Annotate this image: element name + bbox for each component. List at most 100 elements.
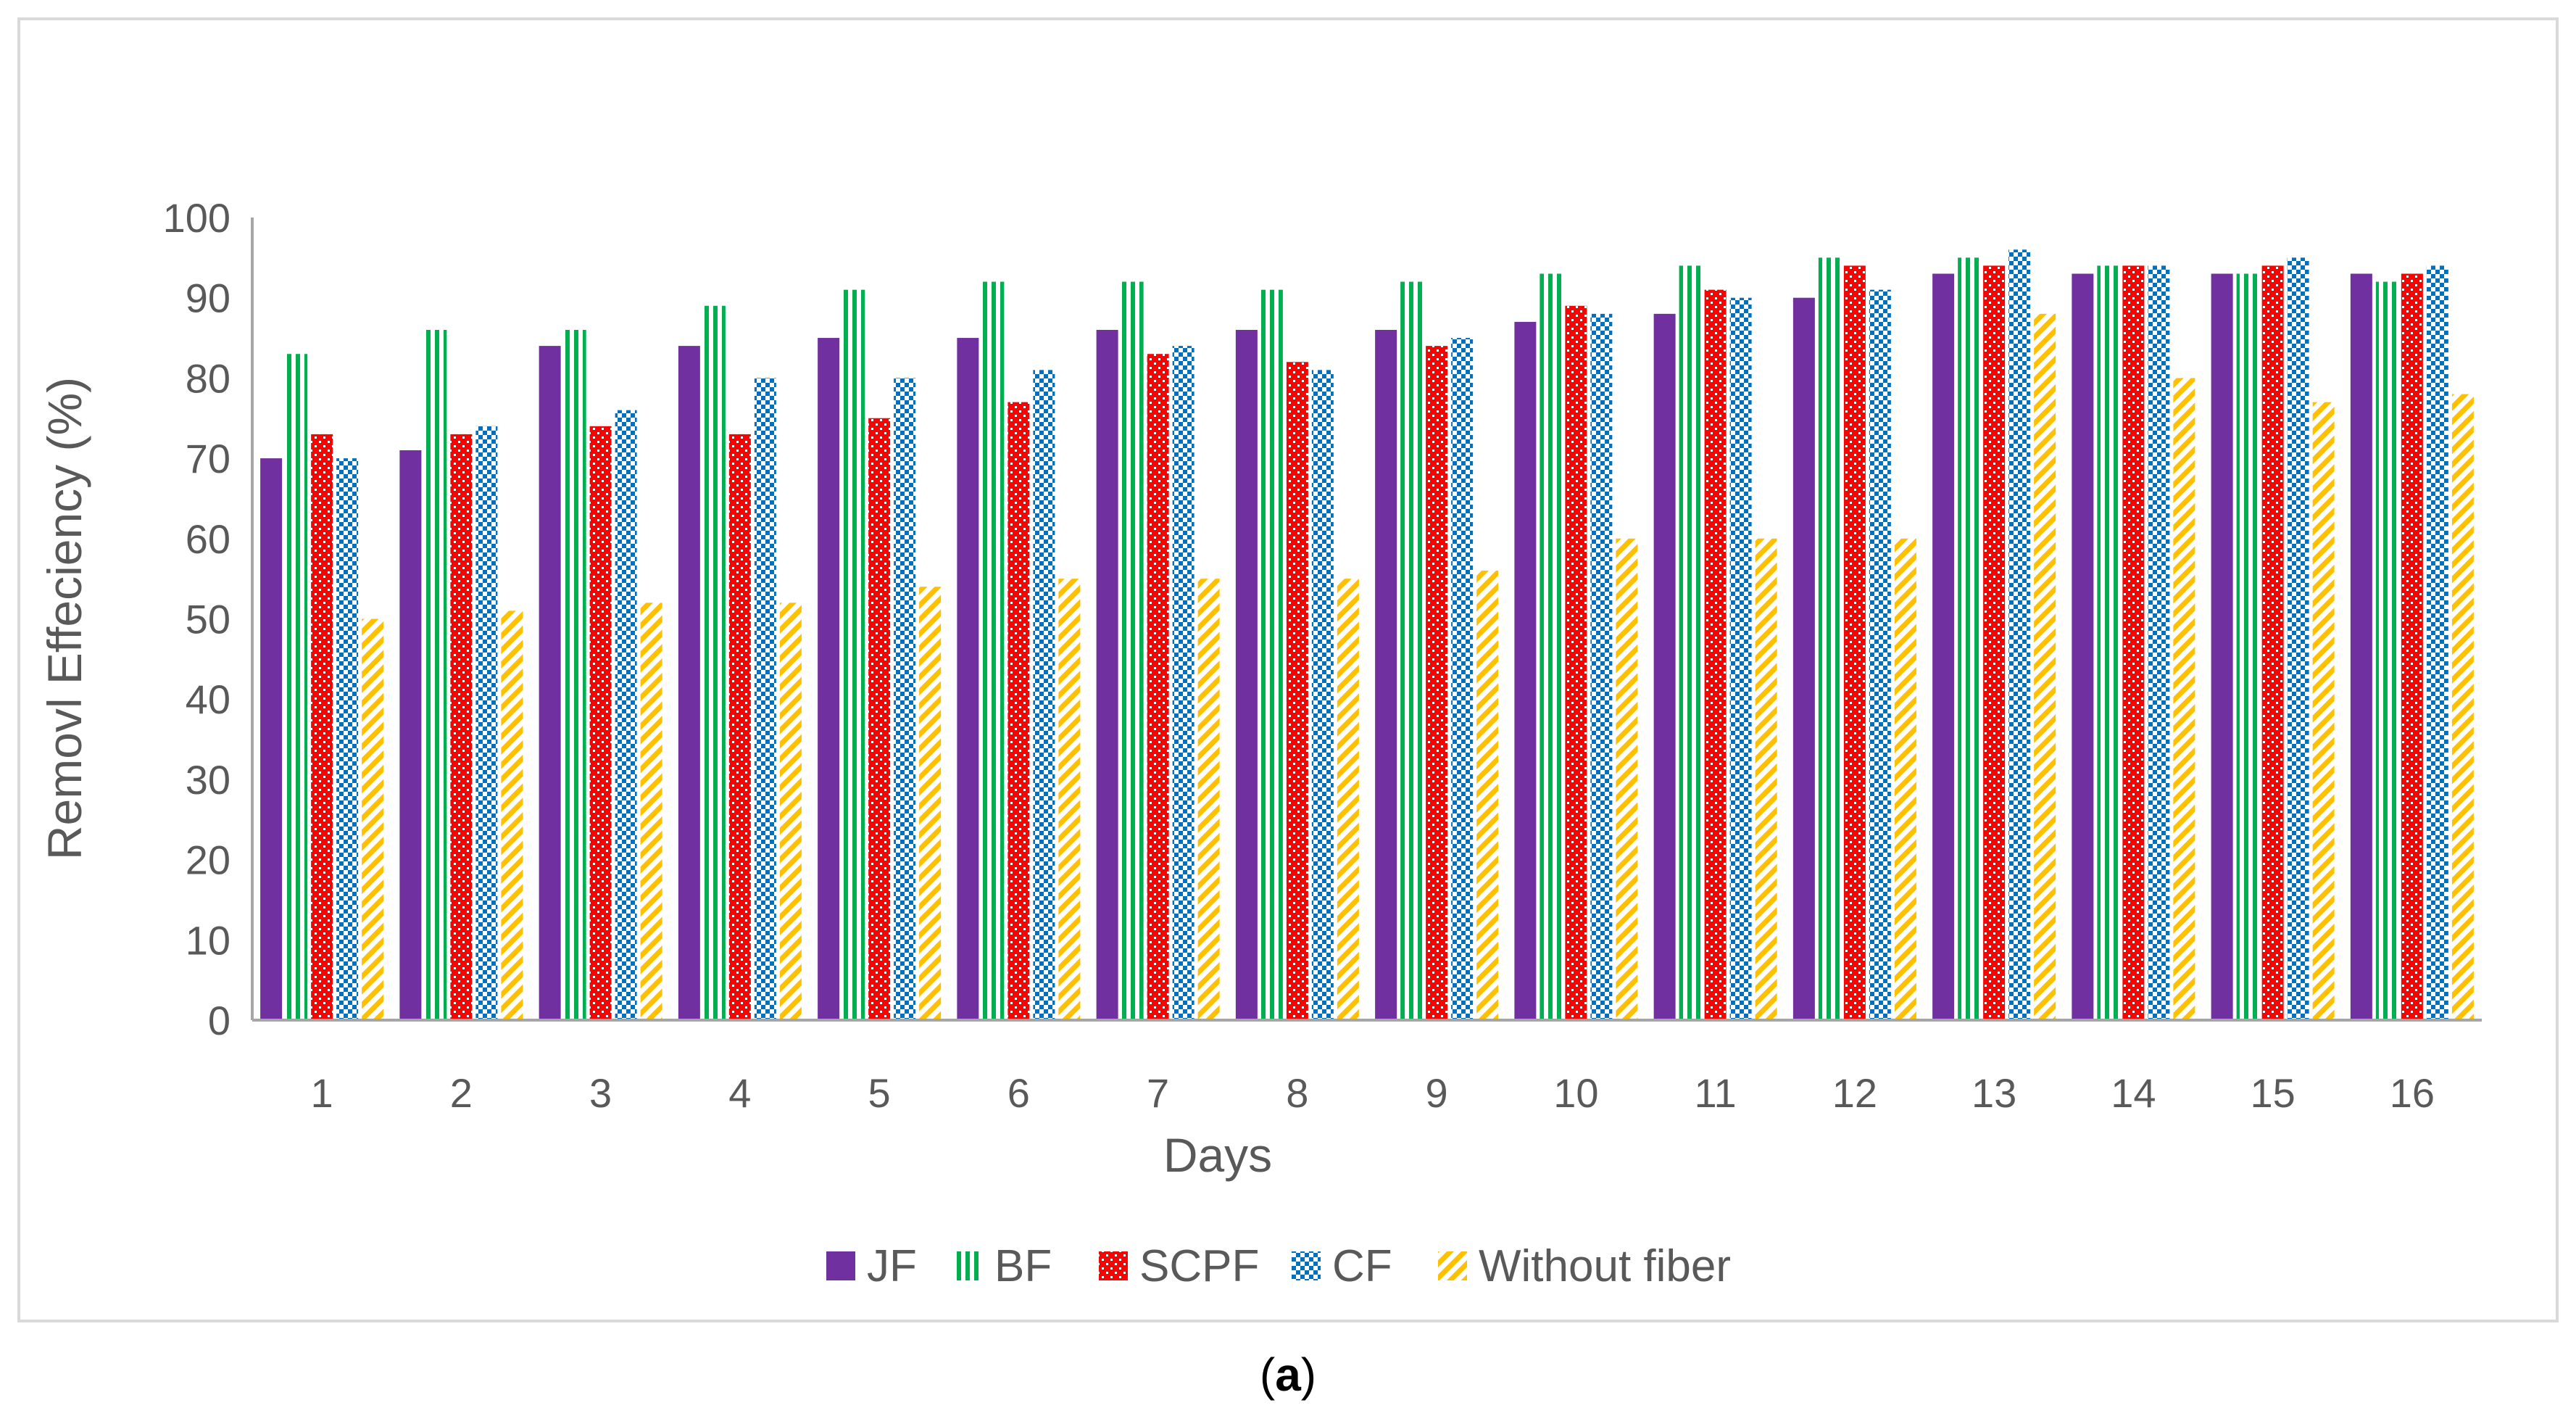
x-tick-label: 11 — [1695, 1070, 1737, 1116]
legend-label: BF — [994, 1241, 1052, 1291]
bar-bf-day-1 — [286, 354, 308, 1020]
legend-item-bf: BF — [954, 1241, 1052, 1291]
bar-scpf-day-2 — [450, 434, 473, 1020]
bar-without-fiber-day-8 — [1337, 579, 1359, 1020]
bar-bf-day-2 — [425, 329, 447, 1021]
legend-label: CF — [1332, 1241, 1392, 1291]
bar-cf-day-12 — [1869, 289, 1891, 1020]
bar-without-fiber-day-15 — [2312, 402, 2335, 1020]
bar-jf-day-4 — [678, 346, 700, 1020]
bar-without-fiber-day-7 — [1197, 579, 1220, 1020]
bar-without-fiber-day-11 — [1755, 538, 1777, 1020]
legend-swatch — [954, 1251, 983, 1280]
bar-jf-day-13 — [1932, 273, 1955, 1020]
legend: JF BF SCPF CF Without fiber — [826, 1241, 1731, 1291]
bar-without-fiber-day-9 — [1476, 571, 1499, 1020]
y-tick-label: 20 — [186, 837, 230, 883]
x-tick-label: 7 — [1147, 1070, 1169, 1116]
bar-cf-day-5 — [894, 378, 916, 1020]
bar-cf-day-8 — [1311, 370, 1334, 1021]
x-tick-label: 5 — [868, 1070, 891, 1116]
x-axis-title: Days — [1163, 1128, 1272, 1182]
bar-bf-day-16 — [2375, 281, 2398, 1020]
x-tick-label: 15 — [2250, 1070, 2295, 1116]
bar-cf-day-4 — [754, 378, 776, 1020]
bar-cf-day-2 — [475, 426, 498, 1020]
bar-jf-day-16 — [2350, 273, 2372, 1020]
bar-jf-day-7 — [1096, 329, 1118, 1021]
bar-scpf-day-1 — [311, 434, 333, 1020]
bar-bf-day-12 — [1818, 257, 1840, 1021]
bar-cf-day-14 — [2148, 265, 2170, 1020]
bar-without-fiber-day-12 — [1894, 538, 1916, 1020]
bar-bf-day-9 — [1400, 281, 1423, 1020]
legend-label: JF — [867, 1241, 917, 1291]
bar-cf-day-11 — [1729, 297, 1752, 1020]
bar-cf-day-3 — [615, 410, 637, 1020]
bar-jf-day-5 — [818, 338, 840, 1020]
bar-without-fiber-day-5 — [919, 587, 942, 1020]
bar-scpf-day-14 — [2122, 265, 2145, 1020]
bar-jf-day-11 — [1653, 313, 1676, 1021]
bar-without-fiber-day-13 — [2034, 313, 2056, 1021]
bar-cf-day-9 — [1451, 338, 1474, 1020]
bar-cf-day-13 — [2008, 249, 2031, 1020]
bar-bf-day-6 — [982, 281, 1005, 1020]
y-tick-label: 40 — [186, 676, 230, 722]
legend-swatch — [826, 1251, 855, 1280]
legend-label: Without fiber — [1479, 1241, 1731, 1291]
bar-scpf-day-11 — [1704, 289, 1727, 1020]
bar-bf-day-13 — [1958, 257, 1980, 1021]
bar-scpf-day-16 — [2401, 273, 2423, 1020]
legend-swatch — [1099, 1251, 1128, 1280]
bar-bf-day-7 — [1121, 281, 1144, 1020]
bar-cf-day-16 — [2426, 265, 2448, 1020]
bar-scpf-day-6 — [1007, 402, 1030, 1020]
bar-cf-day-1 — [336, 458, 359, 1020]
x-tick-label: 3 — [589, 1070, 612, 1116]
bar-jf-day-12 — [1792, 297, 1815, 1020]
y-tick-label: 70 — [186, 436, 230, 481]
figure-caption: (a) — [1260, 1349, 1316, 1401]
legend-swatch — [1438, 1251, 1467, 1280]
x-axis-ticks: 1 2 3 4 5 6 7 8 9 10 11 12 13 14 15 16 — [311, 1070, 2435, 1116]
bar-scpf-day-15 — [2261, 265, 2284, 1020]
x-tick-label: 14 — [2111, 1070, 2156, 1116]
bar-jf-day-15 — [2211, 273, 2233, 1020]
bar-bf-day-14 — [2097, 265, 2119, 1020]
x-tick-label: 1 — [311, 1070, 333, 1116]
bar-bf-day-5 — [843, 289, 865, 1020]
x-tick-label: 4 — [728, 1070, 751, 1116]
bar-bf-day-15 — [2236, 273, 2259, 1020]
bar-without-fiber-day-10 — [1616, 538, 1638, 1020]
bar-scpf-day-5 — [868, 418, 891, 1020]
y-axis-title: Removl Effeciency (%) — [38, 377, 91, 860]
x-tick-label: 6 — [1007, 1070, 1030, 1116]
x-tick-label: 16 — [2390, 1070, 2435, 1116]
caption-open: ( — [1260, 1349, 1275, 1401]
bar-series — [260, 249, 2474, 1021]
bar-without-fiber-day-6 — [1058, 579, 1081, 1020]
bar-jf-day-3 — [539, 346, 561, 1020]
bar-scpf-day-10 — [1565, 305, 1587, 1020]
legend-item-without-fiber: Without fiber — [1438, 1241, 1731, 1291]
bar-bf-day-10 — [1540, 273, 1562, 1020]
bar-without-fiber-day-1 — [362, 618, 384, 1020]
bar-bf-day-3 — [564, 329, 586, 1021]
legend-item-scpf: SCPF — [1099, 1241, 1259, 1291]
bar-without-fiber-day-2 — [501, 610, 523, 1020]
x-tick-label: 12 — [1832, 1070, 1877, 1116]
caption-close: ) — [1301, 1349, 1316, 1401]
bar-jf-day-1 — [260, 458, 283, 1020]
y-tick-label: 90 — [186, 276, 230, 321]
y-tick-label: 50 — [186, 597, 230, 642]
caption-letter: a — [1275, 1349, 1301, 1401]
y-tick-label: 10 — [186, 917, 230, 963]
bar-scpf-day-9 — [1426, 346, 1448, 1020]
x-tick-label: 8 — [1286, 1070, 1308, 1116]
bar-cf-day-10 — [1590, 313, 1613, 1021]
y-axis-ticks: 0 10 20 30 40 50 60 70 80 90 100 — [163, 195, 230, 1043]
y-tick-label: 30 — [186, 757, 230, 803]
